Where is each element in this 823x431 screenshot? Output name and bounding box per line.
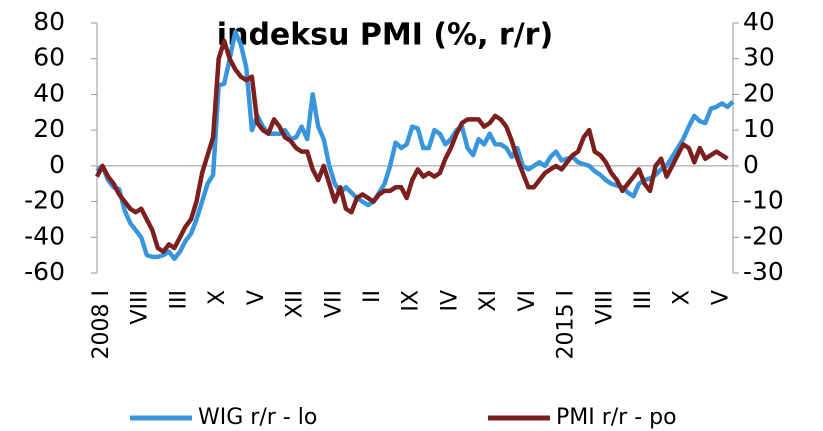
y-tick-label: 60: [33, 43, 65, 72]
y2-tick-label: 20: [743, 78, 775, 107]
x-tick-label: III: [166, 290, 191, 309]
y2-tick-label: -10: [743, 186, 784, 215]
x-tick-label: VIII: [128, 290, 153, 325]
y-tick-label: -40: [24, 221, 65, 250]
y2-tick-label: -20: [743, 221, 784, 250]
y-tick-label: 40: [33, 78, 65, 107]
x-tick-label: VII: [321, 290, 346, 318]
x-tick-label: IX: [399, 290, 424, 312]
x-tick-label: XI: [476, 290, 501, 312]
x-tick-label: V: [244, 290, 269, 305]
legend-label: WIG r/r - lo: [198, 405, 317, 430]
x-tick-label: 2015 I: [554, 290, 579, 359]
x-tick-label: IV: [437, 290, 462, 312]
x-tick-label: X: [205, 290, 230, 305]
series-line: [95, 29, 735, 261]
y-tick-label: -20: [24, 186, 65, 215]
y2-tick-label: 30: [743, 43, 775, 72]
series-line: [94, 38, 729, 254]
x-tick-label: III: [631, 290, 656, 309]
y2-tick-label: 0: [743, 150, 759, 179]
x-tick-label: 2008 I: [89, 290, 114, 359]
legend-label: PMI r/r - po: [556, 405, 677, 430]
y2-tick-label: 40: [743, 7, 775, 36]
x-tick-label: VIII: [592, 290, 617, 325]
y-tick-label: 20: [33, 114, 65, 143]
chart-title: indeksu PMI (%, r/r): [217, 18, 553, 53]
x-tick-label: II: [360, 290, 385, 303]
x-tick-label: XII: [283, 290, 308, 318]
y2-tick-label: -30: [743, 257, 784, 286]
y-tick-label: -60: [24, 257, 65, 286]
y-tick-label: 80: [33, 7, 65, 36]
y-tick-label: 0: [49, 150, 65, 179]
y2-tick-label: 10: [743, 114, 775, 143]
x-tick-label: VI: [515, 290, 540, 312]
x-tick-label: X: [670, 290, 695, 305]
x-tick-label: V: [708, 290, 733, 305]
